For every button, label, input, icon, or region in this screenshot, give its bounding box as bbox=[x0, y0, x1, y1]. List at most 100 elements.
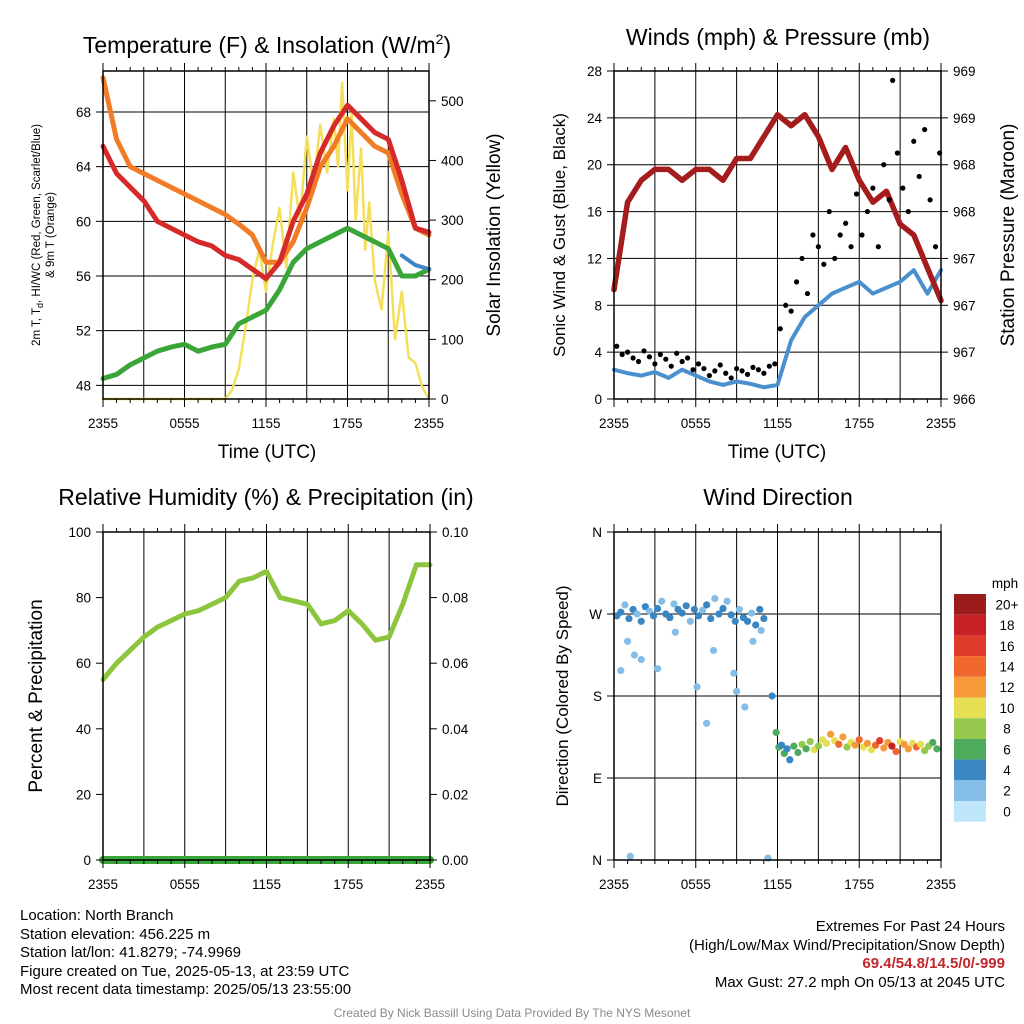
y-tick-label: 40 bbox=[76, 722, 91, 737]
y2-tick-label: 0.06 bbox=[442, 656, 468, 671]
y-tick-label: 100 bbox=[68, 525, 91, 540]
direction-point bbox=[876, 737, 884, 745]
gust-point bbox=[679, 358, 685, 365]
direction-point bbox=[624, 637, 632, 645]
gust-point bbox=[646, 354, 653, 360]
solar-line bbox=[101, 81, 431, 401]
colorbar-swatch bbox=[954, 738, 986, 760]
x-tick-label: 2355 bbox=[414, 416, 444, 431]
humidity-ticks: 2355 0555 1155 1755 2355 0 20 40 60 80 100 0.00 0.02… bbox=[68, 524, 469, 892]
wind-direction-y-axis-label: Direction (Colored By Speed) bbox=[553, 585, 572, 806]
y2-tick-label: 967 bbox=[953, 251, 976, 266]
gust-point bbox=[848, 244, 854, 250]
winds-plot-area bbox=[611, 77, 944, 390]
gust-point bbox=[804, 290, 811, 297]
direction-point bbox=[690, 605, 698, 614]
colorbar-label: 0 bbox=[1003, 804, 1011, 819]
pressure-line bbox=[611, 111, 944, 304]
colorbar-swatch bbox=[954, 759, 986, 781]
y-tick-label: 0 bbox=[594, 392, 602, 407]
direction-point bbox=[814, 742, 822, 750]
x-tick-label: 2355 bbox=[599, 416, 629, 431]
gust-point bbox=[630, 355, 636, 361]
gust-point bbox=[864, 208, 871, 215]
x-tick-label: 1755 bbox=[333, 877, 363, 892]
gust-point bbox=[761, 370, 767, 376]
y2-tick-label: 969 bbox=[953, 111, 976, 126]
direction-point bbox=[741, 703, 749, 711]
x-tick-label: 2355 bbox=[88, 877, 118, 892]
colorbar-swatch bbox=[954, 614, 986, 636]
y-tick-label: 16 bbox=[587, 205, 602, 220]
gust-point bbox=[684, 355, 691, 361]
temp9m-line bbox=[100, 75, 432, 265]
direction-point bbox=[727, 611, 735, 619]
y2-tick-label: 0.08 bbox=[442, 591, 468, 606]
temperature-x-axis-label: Time (UTC) bbox=[218, 442, 317, 463]
gust-point bbox=[916, 173, 922, 180]
y-tick-label: 48 bbox=[76, 378, 91, 393]
direction-point bbox=[693, 683, 701, 691]
direction-point bbox=[743, 617, 752, 625]
direction-point bbox=[682, 602, 690, 610]
direction-point bbox=[730, 669, 738, 677]
temperature-gridlines bbox=[103, 71, 429, 399]
y2-tick-label: 0.04 bbox=[442, 722, 469, 737]
gust-point bbox=[890, 77, 896, 83]
panel-humidity-precip: Relative Humidity (%) & Precipitation (i… bbox=[26, 484, 474, 892]
gust-point bbox=[772, 361, 778, 367]
direction-point bbox=[621, 601, 629, 609]
direction-point bbox=[686, 617, 694, 625]
figure-created: Figure created on Tue, 2025-05-13, at 23… bbox=[20, 962, 350, 980]
colorbar-label: 8 bbox=[1003, 722, 1011, 737]
direction-point bbox=[678, 609, 686, 617]
x-tick-label: 1155 bbox=[251, 416, 280, 431]
gust-point bbox=[788, 308, 794, 314]
direction-tick-label: E bbox=[593, 771, 602, 786]
humidity-gridlines bbox=[143, 532, 390, 860]
direction-point bbox=[703, 719, 711, 727]
colorbar-label: 18 bbox=[999, 618, 1014, 633]
direction-point bbox=[626, 852, 634, 860]
gust-point bbox=[911, 138, 917, 144]
direction-point bbox=[707, 614, 715, 623]
y2-tick-label: 100 bbox=[441, 332, 464, 347]
extremes-title: Extremes For Past 24 Hours bbox=[815, 918, 1005, 935]
y-tick-label: 52 bbox=[76, 324, 91, 339]
colorbar-swatch bbox=[954, 656, 986, 677]
gust-point bbox=[777, 326, 783, 332]
direction-point bbox=[670, 600, 678, 608]
direction-point bbox=[783, 745, 791, 753]
gust-point bbox=[766, 363, 772, 369]
direction-point bbox=[916, 740, 925, 748]
panel-winds-pressure: Winds (mph) & Pressure (mb) 2355 0555 1155… bbox=[550, 24, 1019, 463]
direction-point bbox=[835, 740, 843, 748]
y-tick-label: 8 bbox=[594, 298, 602, 313]
colorbar-label: 6 bbox=[1003, 742, 1011, 757]
direction-point bbox=[654, 604, 662, 613]
gust-point bbox=[674, 350, 680, 356]
direction-point bbox=[735, 605, 743, 614]
winds-ticks: 2355 0555 1155 1755 2355 0 4 8 12 16 20 24 28 966 967 9… bbox=[587, 63, 976, 431]
direction-point bbox=[733, 687, 741, 696]
gust-point bbox=[755, 367, 762, 373]
winds-gridlines bbox=[614, 70, 941, 400]
temperature-plot-area bbox=[100, 75, 432, 401]
colorbar-label: 12 bbox=[999, 680, 1014, 695]
colorbar-swatch bbox=[954, 801, 986, 822]
humidity-chart-title: Relative Humidity (%) & Precipitation (i… bbox=[58, 484, 473, 510]
direction-point bbox=[794, 748, 802, 757]
pressure-y2-axis-label: Station Pressure (Maroon) bbox=[998, 124, 1019, 347]
y2-tick-label: 967 bbox=[953, 345, 976, 360]
y-tick-label: 68 bbox=[76, 105, 91, 120]
x-tick-label: 0555 bbox=[681, 877, 711, 892]
humidity-y-axis-label: Percent & Precipitation bbox=[26, 599, 47, 792]
x-tick-label: 0555 bbox=[681, 416, 711, 431]
gust-point bbox=[701, 365, 707, 372]
wind-direction-plot-area bbox=[613, 594, 941, 862]
speed-colorbar: 20+ 18 16 14 12 10 8 6 4 2 0 bbox=[954, 594, 1019, 822]
direction-point bbox=[768, 692, 776, 700]
gust-point bbox=[734, 365, 740, 372]
colorbar-swatch bbox=[954, 635, 986, 657]
gust-point bbox=[663, 356, 669, 362]
